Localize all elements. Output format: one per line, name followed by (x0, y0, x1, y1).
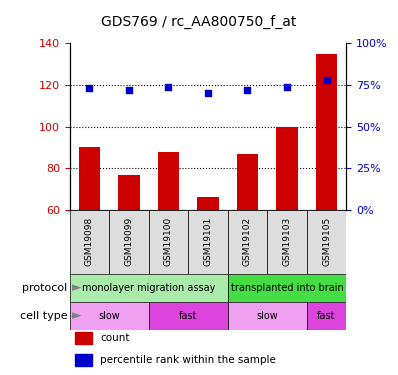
Text: transplanted into brain: transplanted into brain (230, 283, 343, 293)
Bar (78, 147, 100, 210)
Bar (307, 210, 346, 274)
Text: fast: fast (317, 311, 336, 321)
Text: percentile rank within the sample: percentile rank within the sample (100, 355, 276, 365)
Bar (236, 154, 258, 210)
Text: GSM19100: GSM19100 (164, 217, 173, 267)
Text: cell type: cell type (20, 311, 68, 321)
Bar (228, 274, 346, 302)
Text: slow: slow (98, 311, 120, 321)
Text: GSM19098: GSM19098 (85, 217, 94, 267)
Bar (70, 302, 149, 330)
Text: GSM19101: GSM19101 (203, 217, 213, 267)
Point (126, 87, 132, 93)
Point (323, 77, 330, 83)
Bar (70, 210, 109, 274)
Bar (188, 210, 228, 274)
Point (165, 84, 172, 90)
Point (86, 85, 93, 91)
Bar (75, 332, 92, 344)
Bar (149, 302, 228, 330)
Text: GSM19105: GSM19105 (322, 217, 331, 267)
Text: protocol: protocol (22, 283, 68, 293)
Bar (276, 127, 298, 210)
Bar (149, 210, 188, 274)
Text: GSM19102: GSM19102 (243, 217, 252, 266)
Bar (75, 354, 92, 366)
Point (205, 90, 211, 96)
Bar (70, 274, 228, 302)
Bar (267, 210, 307, 274)
Text: monolayer migration assay: monolayer migration assay (82, 283, 215, 293)
Text: GDS769 / rc_AA800750_f_at: GDS769 / rc_AA800750_f_at (101, 15, 297, 30)
Bar (228, 302, 307, 330)
Bar (307, 302, 346, 330)
Text: slow: slow (256, 311, 278, 321)
Bar (109, 210, 149, 274)
Bar (158, 152, 179, 210)
Bar (197, 198, 219, 210)
Point (284, 84, 290, 90)
Point (244, 87, 251, 93)
Text: GSM19099: GSM19099 (125, 217, 133, 267)
Bar (118, 174, 140, 210)
Bar (228, 210, 267, 274)
Text: ►: ► (72, 281, 81, 294)
Text: ►: ► (72, 309, 81, 322)
Bar (316, 54, 338, 210)
Text: GSM19103: GSM19103 (283, 217, 291, 267)
Text: count: count (100, 333, 130, 343)
Text: fast: fast (179, 311, 197, 321)
